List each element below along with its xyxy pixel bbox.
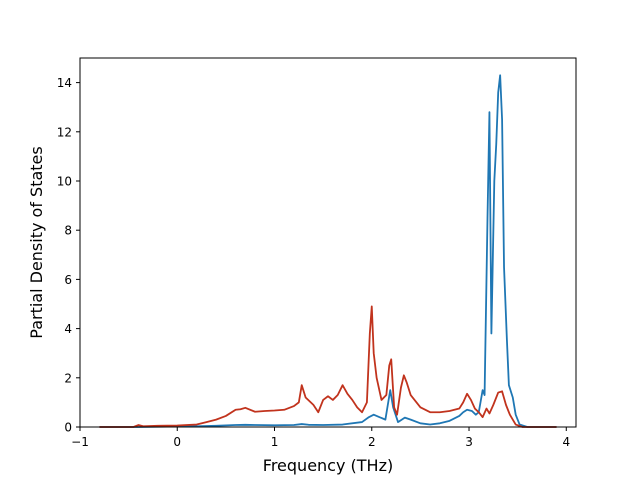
x-tick-label: 2 (368, 435, 376, 449)
series-layer (99, 74, 557, 428)
y-axis-label: Partial Density of States (27, 146, 46, 338)
x-tick-label: 0 (173, 435, 181, 449)
series-line-1 (99, 74, 557, 428)
y-tick-label: 4 (64, 322, 72, 336)
x-tick-label: −1 (71, 435, 89, 449)
x-axis-label: Frequency (THz) (263, 456, 393, 475)
axes-frame (79, 57, 577, 428)
x-tick-label: 3 (465, 435, 473, 449)
y-tick-label: 6 (64, 273, 72, 287)
x-tick-label: 1 (271, 435, 279, 449)
x-tick-label: 4 (562, 435, 570, 449)
x-axis: −1 0 1 2 3 4 (71, 427, 570, 449)
y-tick-label: 2 (64, 371, 72, 385)
y-tick-label: 14 (57, 76, 72, 90)
y-tick-label: 10 (57, 175, 72, 189)
y-tick-label: 8 (64, 224, 72, 238)
y-axis: 0 2 4 6 8 10 12 14 (57, 76, 80, 435)
series-line-2 (99, 305, 557, 428)
y-tick-label: 0 (64, 421, 72, 435)
y-tick-label: 12 (57, 125, 72, 139)
